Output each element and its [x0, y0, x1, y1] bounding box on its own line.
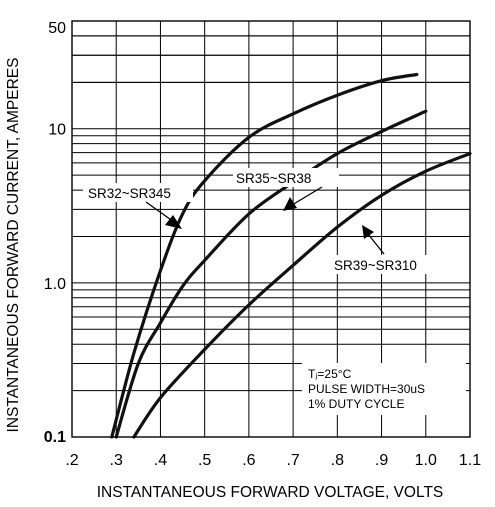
x-tick-label: .9	[375, 452, 388, 469]
test-condition-duty-cycle: 1% DUTY CYCLE	[308, 397, 404, 411]
series-label-group-2: SR35~SR38	[233, 168, 339, 211]
x-tick-label: .6	[242, 452, 255, 469]
series-arrow-line-3	[367, 233, 385, 255]
x-tick-label: .7	[286, 452, 299, 469]
series-label-sr35-sr38: SR35~SR38	[236, 171, 311, 186]
series-curve-3	[132, 152, 472, 439]
series-curve-2	[114, 109, 428, 439]
x-tick-labels: .2 .3 .4 .5 .6 .7 .8 .9 1.0 1.1	[65, 452, 481, 469]
series-label-sr32-sr345: SR32~SR345	[88, 186, 171, 201]
y-tick-label: 50	[48, 20, 66, 37]
series-arrowhead-1	[165, 215, 182, 229]
y-tick-label: 10	[48, 122, 66, 139]
series-arrowhead-2	[283, 197, 297, 211]
y-axis-title: INSTANTANEOUS FORWARD CURRENT, AMPERES	[5, 58, 22, 433]
test-condition-pulse-width: PULSE WIDTH=30uS	[308, 382, 425, 396]
series-arrowhead-3	[362, 225, 374, 239]
series-label-bg-2	[233, 168, 339, 187]
series-label-group-1: SR32~SR345	[83, 183, 193, 229]
test-condition-temperature: Tⱼ=25°C	[308, 367, 352, 381]
y-tick-label: 0.1	[44, 429, 66, 446]
series-arrow-line-1	[145, 201, 175, 223]
x-tick-label: 1.0	[415, 452, 437, 469]
x-tick-label: 1.1	[459, 452, 481, 469]
series-label-bg-3	[330, 255, 446, 274]
test-conditions-bg	[302, 363, 466, 415]
x-tick-label: .4	[154, 452, 167, 469]
series-label-sr39-sr310: SR39~SR310	[334, 258, 417, 273]
x-axis-title: INSTANTANEOUS FORWARD VOLTAGE, VOLTS	[97, 484, 444, 501]
x-tick-label: .3	[110, 452, 123, 469]
x-tick-label: .5	[198, 452, 211, 469]
x-tick-label: .8	[331, 452, 344, 469]
series-curves	[110, 72, 472, 439]
plot-frame	[71, 20, 471, 438]
test-conditions-box: Tⱼ=25°C PULSE WIDTH=30uS 1% DUTY CYCLE	[302, 363, 466, 415]
series-arrow-line-2	[291, 186, 323, 206]
x-tick-label: .2	[65, 452, 78, 469]
y-tick-labels: 0.1 1.0 10 50	[44, 20, 66, 446]
series-label-group-3: SR39~SR310	[330, 225, 446, 274]
series-label-bg-1	[83, 183, 193, 202]
series-curve-1	[110, 72, 419, 439]
y-tick-label: 1.0	[44, 276, 66, 293]
